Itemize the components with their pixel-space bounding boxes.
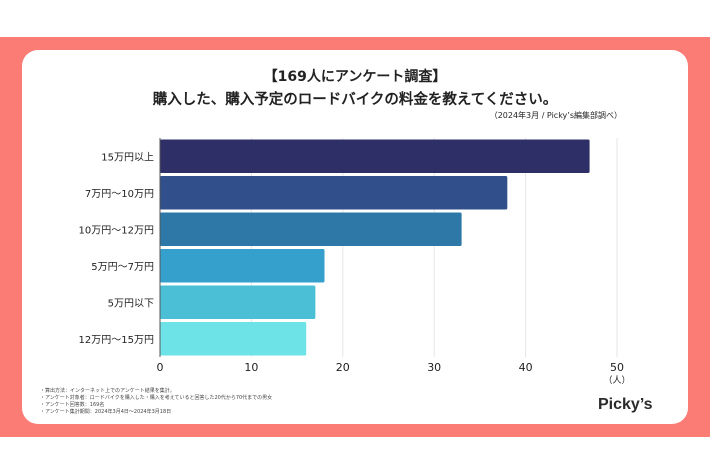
note: ・アンケート対象者：ロードバイクを購入した・購入を考えていると回答した20代から… — [40, 395, 273, 401]
note: ・算出方法：インターネット上でのアンケート結果を集計。 — [40, 388, 175, 394]
category-label: 5万円以下 — [108, 298, 154, 309]
category-label: 12万円〜15万円 — [79, 335, 154, 346]
x-tick-label: 30 — [427, 361, 441, 374]
survey-notes: ・算出方法：インターネット上でのアンケート結果を集計。 ・アンケート対象者：ロー… — [40, 388, 272, 416]
picky-logo: Picky’s — [598, 396, 653, 413]
bar — [160, 212, 462, 247]
chart-subtitle: 購入した、購入予定のロードバイクの料金を教えてください。 — [152, 92, 558, 108]
x-tick-label: 10 — [244, 361, 258, 374]
x-axis-label: （人） — [603, 375, 630, 386]
bar — [160, 285, 316, 320]
bar — [160, 248, 325, 283]
x-tick-label: 50 — [610, 361, 624, 374]
bar — [160, 175, 508, 210]
category-label: 7万円〜10万円 — [85, 189, 154, 200]
category-label: 10万円〜12万円 — [79, 225, 154, 236]
bar — [160, 321, 307, 356]
bar — [160, 139, 590, 174]
x-tick-label: 20 — [336, 361, 350, 374]
x-tick-label: 40 — [519, 361, 533, 374]
source-note: （2024年3月 / Picky’s編集部調べ） — [489, 111, 622, 120]
category-label: 5万円〜7万円 — [91, 262, 154, 273]
chart-title: 【169人にアンケート調査】 — [263, 69, 447, 85]
note: ・アンケート回答数：169名 — [40, 402, 105, 408]
x-tick-label: 0 — [157, 361, 164, 374]
category-label: 15万円以上 — [101, 151, 154, 163]
note: ・アンケート集計期間：2024年3月4日〜2024年3月18日 — [40, 409, 172, 415]
